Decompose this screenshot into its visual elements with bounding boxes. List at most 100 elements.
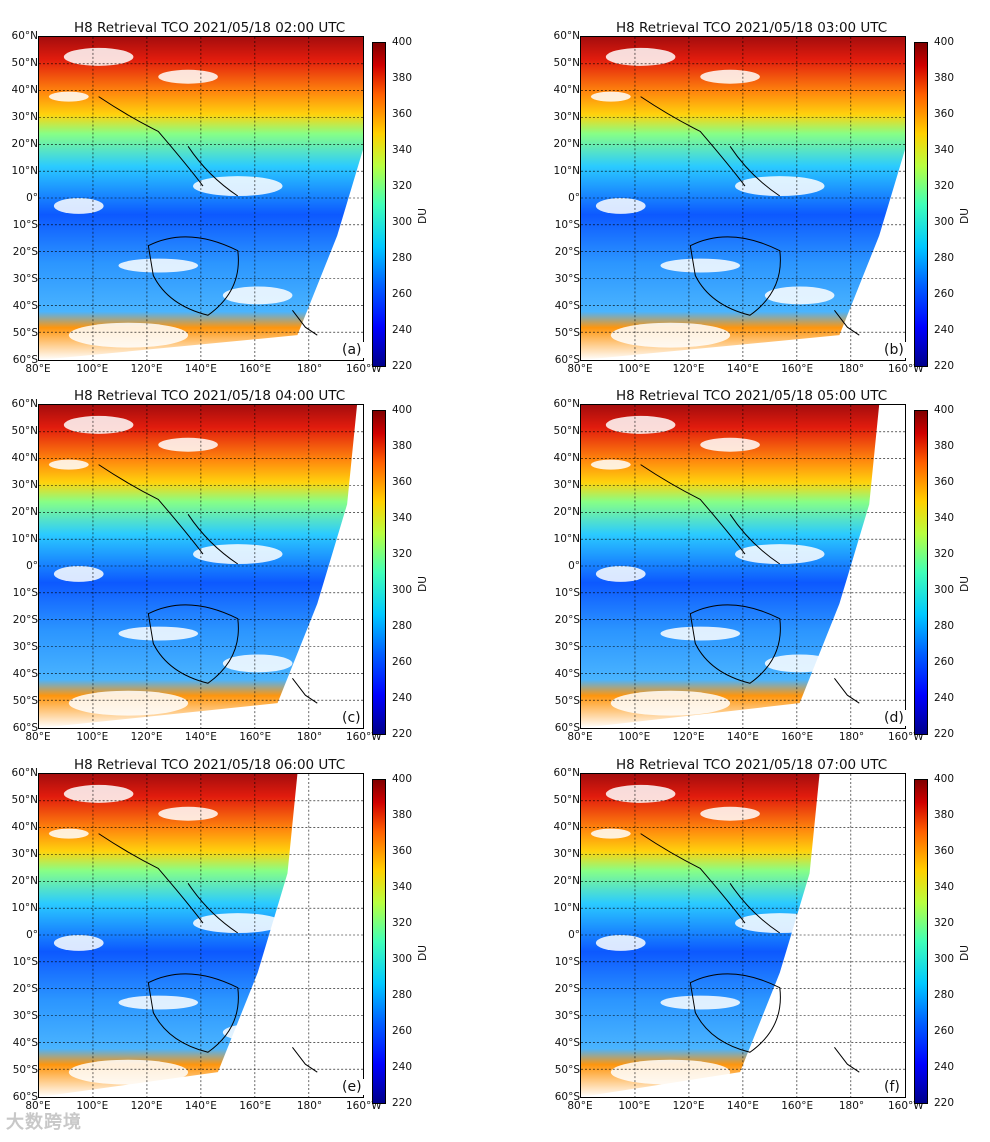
lon-tick-label: 120°E	[130, 731, 163, 743]
colorbar-tick-label: 300	[934, 953, 955, 965]
lon-tick-label: 140°E	[184, 1100, 217, 1112]
lat-tick-label: 10°S	[12, 219, 38, 231]
lat-tick-label: 10°N	[11, 165, 38, 177]
colorbar-tick-label: 400	[392, 404, 413, 416]
colorbar-tick-label: 280	[392, 620, 413, 632]
colorbar-tick-label: 280	[392, 252, 413, 264]
lon-tick-label: 160°E	[781, 731, 814, 743]
lat-tick-label: 40°S	[12, 1037, 38, 1049]
lat-tick-label: 50°S	[554, 1064, 580, 1076]
lat-tick-label: 20°N	[11, 506, 38, 518]
panel-title: H8 Retrieval TCO 2021/05/18 05:00 UTC	[616, 388, 888, 404]
colorbar-tick-label: 240	[934, 324, 955, 336]
colorbar-tick-label: 340	[934, 881, 955, 893]
lat-tick-label: 60°S	[554, 1091, 580, 1103]
lat-tick-label: 60°S	[554, 354, 580, 366]
tco-field	[581, 405, 905, 728]
lat-tick-label: 50°N	[553, 794, 580, 806]
lat-tick-label: 50°S	[12, 695, 38, 707]
lat-tick-label: 50°N	[11, 794, 38, 806]
lon-tick-label: 180°	[296, 731, 323, 743]
lat-tick-label: 50°N	[553, 57, 580, 69]
lon-tick-label: 80°E	[567, 363, 593, 375]
colorbar-tick-label: 300	[392, 953, 413, 965]
colorbar-tick-label: 360	[934, 108, 955, 120]
panel-title: H8 Retrieval TCO 2021/05/18 07:00 UTC	[616, 757, 888, 773]
lon-tick-label: 120°E	[130, 1100, 163, 1112]
colorbar-tick-label: 220	[934, 1097, 955, 1109]
colorbar-tick-label: 340	[392, 881, 413, 893]
colorbar-tick-label: 260	[392, 288, 413, 300]
colorbar	[372, 42, 386, 367]
colorbar-tick-label: 380	[934, 809, 955, 821]
lon-tick-label: 80°E	[567, 1100, 593, 1112]
lat-tick-label: 50°S	[12, 327, 38, 339]
lon-tick-label: 100°E	[76, 731, 109, 743]
lat-tick-label: 10°S	[12, 956, 38, 968]
lat-tick-label: 40°N	[11, 452, 38, 464]
colorbar-tick-label: 360	[392, 476, 413, 488]
lat-tick-label: 10°N	[11, 902, 38, 914]
lat-tick-label: 40°S	[12, 668, 38, 680]
watermark: 大数跨境	[6, 1112, 82, 1133]
lat-tick-label: 60°S	[12, 1091, 38, 1103]
lon-tick-label: 100°E	[618, 363, 651, 375]
map-panel-c: H8 Retrieval TCO 2021/05/18 04:00 UTC 60°…	[0, 388, 480, 758]
lat-tick-label: 10°N	[11, 533, 38, 545]
map-area	[580, 773, 906, 1098]
panel-label: (c)	[340, 710, 363, 726]
lat-tick-label: 10°S	[554, 587, 580, 599]
lat-tick-label: 20°N	[11, 138, 38, 150]
lon-tick-label: 140°E	[726, 731, 759, 743]
colorbar-tick-label: 340	[392, 144, 413, 156]
colorbar	[914, 779, 928, 1104]
lon-tick-label: 160°E	[239, 1100, 272, 1112]
lat-tick-label: 60°S	[12, 354, 38, 366]
panel-title: H8 Retrieval TCO 2021/05/18 04:00 UTC	[74, 388, 346, 404]
tco-field	[39, 405, 363, 728]
lat-tick-label: 60°N	[11, 767, 38, 779]
lon-tick-label: 140°E	[184, 731, 217, 743]
colorbar-tick-label: 300	[934, 216, 955, 228]
colorbar-tick-label: 380	[392, 809, 413, 821]
colorbar-tick-label: 220	[392, 1097, 413, 1109]
map-area	[38, 773, 364, 1098]
lat-tick-label: 20°S	[12, 246, 38, 258]
colorbar-tick-label: 400	[934, 404, 955, 416]
lat-tick-label: 40°S	[554, 668, 580, 680]
lat-tick-label: 20°N	[553, 875, 580, 887]
colorbar-tick-label: 300	[392, 584, 413, 596]
colorbar-tick-label: 280	[934, 252, 955, 264]
lat-tick-label: 30°S	[12, 641, 38, 653]
map-panel-e: H8 Retrieval TCO 2021/05/18 06:00 UTC 60°…	[0, 757, 480, 1127]
colorbar-tick-label: 260	[392, 656, 413, 668]
map-panel-d: H8 Retrieval TCO 2021/05/18 05:00 UTC 60°…	[542, 388, 990, 758]
map-panel-f: H8 Retrieval TCO 2021/05/18 07:00 UTC 60°…	[542, 757, 990, 1127]
colorbar-tick-label: 380	[934, 72, 955, 84]
lat-tick-label: 60°N	[553, 398, 580, 410]
colorbar-tick-label: 260	[934, 288, 955, 300]
colorbar-tick-label: 360	[392, 845, 413, 857]
lat-tick-label: 40°N	[553, 821, 580, 833]
panel-label: (b)	[882, 342, 906, 358]
lat-tick-label: 0°	[26, 192, 38, 204]
lat-tick-label: 20°N	[553, 506, 580, 518]
colorbar-unit: DU	[416, 208, 429, 224]
lon-tick-label: 120°E	[672, 1100, 705, 1112]
lat-tick-label: 60°S	[554, 722, 580, 734]
lon-tick-label: 140°E	[184, 363, 217, 375]
tco-field	[39, 37, 363, 360]
lon-tick-label: 120°E	[672, 363, 705, 375]
lat-tick-label: 20°S	[554, 246, 580, 258]
lat-tick-label: 40°N	[11, 84, 38, 96]
lon-tick-label: 160°E	[781, 363, 814, 375]
lat-tick-label: 60°N	[11, 398, 38, 410]
lon-tick-label: 80°E	[25, 1100, 51, 1112]
lat-tick-label: 60°N	[553, 767, 580, 779]
map-area	[580, 36, 906, 361]
lat-tick-label: 0°	[26, 929, 38, 941]
colorbar-unit: DU	[958, 208, 971, 224]
colorbar-tick-label: 240	[934, 692, 955, 704]
colorbar-tick-label: 380	[934, 440, 955, 452]
lon-tick-label: 120°E	[130, 363, 163, 375]
